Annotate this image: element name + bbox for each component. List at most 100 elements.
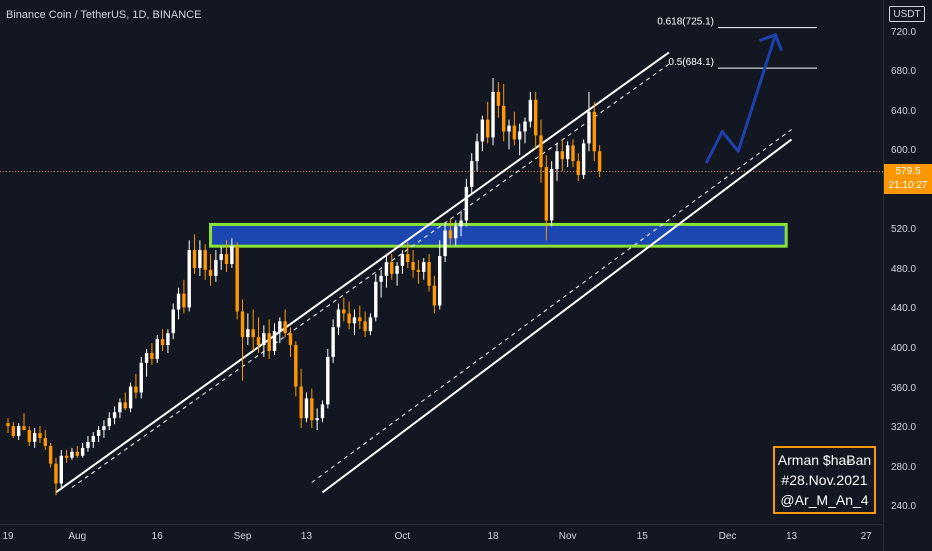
candle-body <box>171 309 175 334</box>
candle-body <box>64 455 69 458</box>
candle-body <box>283 321 287 334</box>
candle-body <box>528 99 533 122</box>
price-tick-label: 680.0 <box>891 66 917 78</box>
candle-body <box>192 250 197 268</box>
candle-body <box>48 445 53 464</box>
candle-body <box>107 418 111 427</box>
candle-body <box>251 329 255 338</box>
candle-body <box>16 426 21 437</box>
candle-body <box>150 352 154 359</box>
candle-body <box>320 404 325 419</box>
candle-body <box>198 250 202 268</box>
price-tick-label: 360.0 <box>891 382 917 394</box>
candle-body <box>304 398 309 419</box>
candle-body <box>331 327 335 357</box>
lower-channel-midline <box>311 129 792 483</box>
candle-body <box>235 246 239 312</box>
candle-body <box>422 262 426 272</box>
candle-body <box>267 333 271 351</box>
candle-body <box>384 262 389 276</box>
candle-body <box>187 250 191 308</box>
signature-date: #28.Nov.2021 <box>781 472 868 488</box>
price-tick-label: 480.0 <box>891 263 917 275</box>
candle-body <box>224 254 229 264</box>
candle-body <box>102 426 106 431</box>
time-tick-label: 13 <box>785 531 798 542</box>
candle-body <box>549 169 554 221</box>
candle-body <box>75 451 79 456</box>
upper-channel-line <box>55 51 670 494</box>
candle-body <box>454 226 458 239</box>
candle-body <box>358 317 362 322</box>
candle-body <box>512 125 517 140</box>
symbol-title: Binance Coin / TetherUS, 1D, BINANCE <box>6 9 202 21</box>
candle-body <box>123 402 127 409</box>
author-signature-box: Arman $haɃan #28.Nov.2021 @Ar_M_An_4 <box>773 446 876 514</box>
candle-body <box>581 143 586 175</box>
candle-body <box>294 345 298 387</box>
candle-body <box>22 426 26 431</box>
candle-body <box>203 250 207 270</box>
time-tick-label: 27 <box>860 531 872 542</box>
candle-body <box>208 269 213 276</box>
price-chart[interactable]: 0.618(725.1) 0.5(684.1) <box>0 0 883 524</box>
candle-body <box>70 451 74 458</box>
candle-body <box>438 256 442 306</box>
candle-body <box>86 441 90 448</box>
candle-body <box>523 121 527 132</box>
candle-body <box>326 356 330 405</box>
time-tick-label: 13 <box>300 531 313 542</box>
upper-channel-midline <box>71 63 670 488</box>
candle-body <box>517 131 522 140</box>
time-tick-label: 15 <box>636 531 648 542</box>
time-axis[interactable]: 19 Aug 16 Sep 13 Oct 18 Nov 15 Dec 13 27 <box>0 524 883 551</box>
currency-label[interactable]: USDT <box>889 6 925 22</box>
candle-body <box>368 317 373 332</box>
time-tick-label: Dec <box>718 531 737 542</box>
candle-body <box>219 254 223 261</box>
support-zone <box>209 222 788 248</box>
candle-body <box>182 293 186 308</box>
candle-body <box>336 309 341 328</box>
candle-body <box>32 433 37 442</box>
candle-body <box>486 119 490 138</box>
price-tick-label: 640.0 <box>891 105 917 117</box>
candle-body <box>160 339 165 346</box>
candle-body <box>256 337 261 346</box>
candle-body <box>6 423 10 427</box>
projection-path <box>704 34 777 164</box>
candle-body <box>539 135 543 168</box>
candle-body <box>448 230 453 239</box>
candle-body <box>59 455 63 484</box>
candle-body <box>240 311 245 338</box>
candle-body <box>315 418 319 421</box>
candle-body <box>592 111 596 152</box>
candle-body <box>38 433 42 438</box>
time-tick-label: Oct <box>394 531 411 542</box>
candle-body <box>480 119 485 142</box>
candle-body <box>544 167 549 221</box>
price-tick-label: 600.0 <box>891 145 917 157</box>
candle-body <box>230 246 234 264</box>
fib-level-label: 0.618(725.1) <box>657 17 714 28</box>
candle-body <box>342 309 346 314</box>
candle-body <box>214 260 218 276</box>
price-tick-label: 720.0 <box>891 26 917 38</box>
price-axis[interactable]: 240.0 280.0 320.0 360.0 400.0 440.0 480.0 520.0… <box>883 0 932 550</box>
candle-body <box>379 275 383 282</box>
candle-body <box>11 426 16 437</box>
projection-arrowhead <box>758 33 783 52</box>
candle-body <box>347 313 351 324</box>
price-tick-label: 400.0 <box>891 343 917 354</box>
candle-body <box>464 186 469 221</box>
candle-body <box>571 145 575 162</box>
candle-body <box>128 386 133 409</box>
candle-body <box>427 262 431 286</box>
signature-name: Arman $haɃan <box>777 452 872 468</box>
price-tick-label: 320.0 <box>891 422 917 434</box>
candle-body <box>496 91 501 106</box>
candle-body <box>597 151 602 172</box>
candle-body <box>475 141 479 162</box>
last-price-value: 579.5 <box>895 165 921 177</box>
